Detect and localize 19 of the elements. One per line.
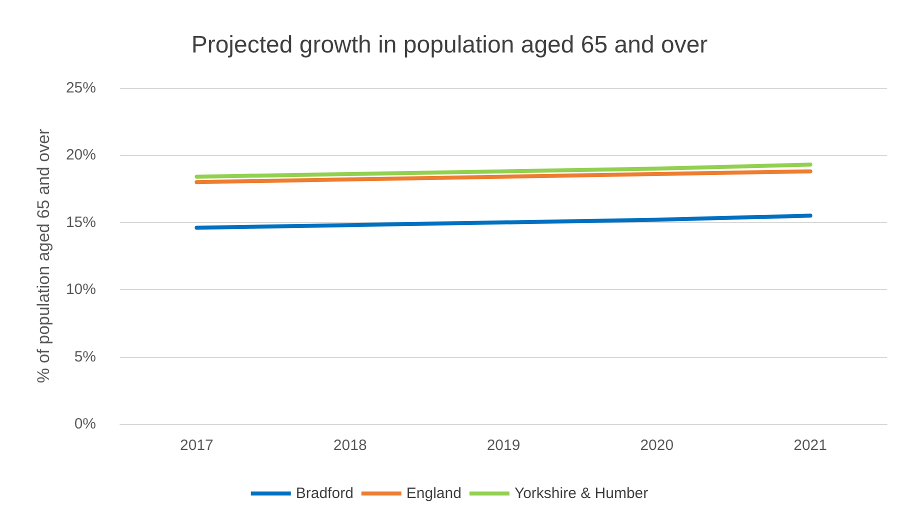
chart-title: Projected growth in population aged 65 and over: [191, 32, 708, 58]
y-axis-title: % of population aged 65 and over: [34, 128, 53, 384]
y-tick-label: 25%: [66, 80, 96, 96]
x-tick-label: 2017: [180, 437, 214, 454]
y-tick-label: 0%: [74, 416, 96, 432]
y-tick-label: 5%: [74, 348, 96, 366]
y-tick-label: 10%: [66, 281, 96, 298]
y-tick-label: 15%: [66, 214, 96, 231]
x-tick-label: 2021: [794, 437, 827, 454]
x-tick-label: 2018: [333, 437, 367, 454]
legend-label: England: [406, 485, 462, 502]
y-tick-label: 20%: [66, 146, 96, 164]
legend-label: Yorkshire & Humber: [514, 485, 648, 502]
x-tick-label: 2019: [486, 437, 520, 454]
line-series: [194, 162, 812, 179]
x-tick-label: 2020: [640, 437, 674, 454]
line-series: [194, 214, 812, 230]
line-series: [194, 169, 812, 184]
legend-label: Bradford: [296, 485, 354, 502]
